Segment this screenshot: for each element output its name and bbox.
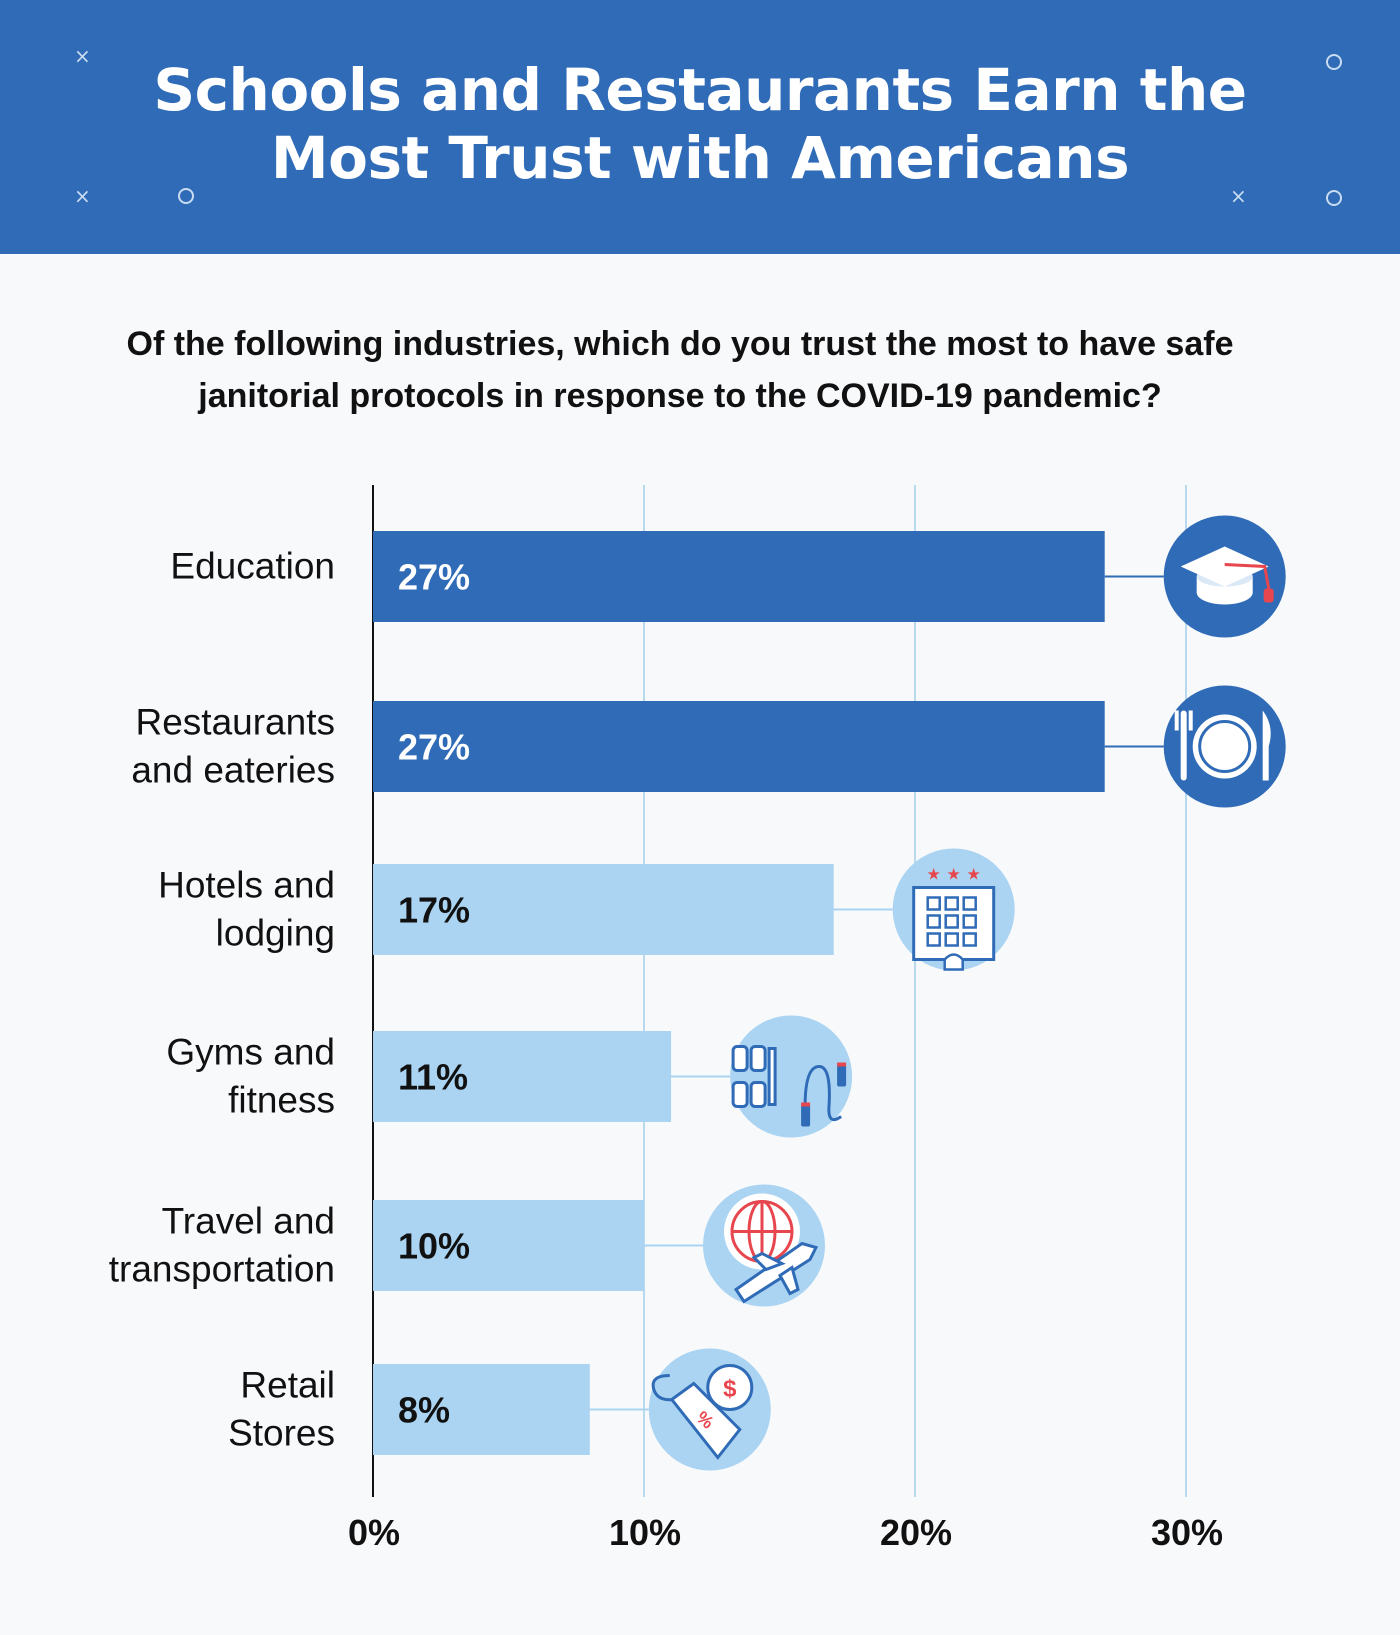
category-label: Hotels and <box>158 865 335 906</box>
decor-cross-icon: × <box>74 44 91 68</box>
x-tick-label: 30% <box>1151 1512 1223 1553</box>
bar-value-label: 27% <box>398 557 470 598</box>
page-title: Schools and Restaurants Earn the Most Tr… <box>153 56 1247 192</box>
bar-value-label: 11% <box>398 1057 468 1098</box>
svg-text:★: ★ <box>967 865 981 884</box>
decor-cross-icon: × <box>1230 184 1247 208</box>
decor-cross-icon: × <box>74 184 91 208</box>
category-label: transportation <box>109 1249 335 1290</box>
decor-circle-icon <box>1326 190 1342 206</box>
category-label: Travel and <box>162 1201 335 1242</box>
x-tick-label: 0% <box>348 1512 400 1553</box>
category-label: Gyms and <box>166 1032 335 1073</box>
x-tick-label: 20% <box>880 1512 952 1553</box>
bar <box>373 531 1105 622</box>
bar <box>373 701 1105 792</box>
bar <box>373 1200 644 1291</box>
category-label: and eateries <box>131 750 335 791</box>
svg-text:★: ★ <box>927 865 941 884</box>
bar <box>373 1364 590 1455</box>
category-label: Retail <box>240 1365 335 1406</box>
header-banner <box>0 0 1400 254</box>
x-tick-label: 10% <box>609 1512 681 1553</box>
plate-and-cutlery-icon <box>1174 710 1271 781</box>
price-tag-icon: %$ <box>651 1364 754 1460</box>
dumbbell-and-jump-rope-icon <box>731 1045 847 1127</box>
category-label: Restaurants <box>136 702 336 743</box>
decor-circle-icon <box>1326 54 1342 70</box>
decor-circle-icon <box>178 188 194 204</box>
bar-value-label: 8% <box>398 1390 450 1431</box>
bar <box>373 1031 672 1122</box>
svg-text:★: ★ <box>947 865 961 884</box>
bar-value-label: 17% <box>398 890 470 931</box>
hotel-building-icon: ★ ★ ★ <box>912 865 996 971</box>
chart-question: Of the following industries, which do yo… <box>126 325 1234 415</box>
category-label: fitness <box>228 1080 335 1121</box>
bar-value-label: 27% <box>398 727 470 768</box>
globe-and-airplane-icon <box>724 1193 819 1304</box>
category-label: Education <box>170 546 335 587</box>
graduation-cap-icon <box>1180 546 1274 605</box>
svg-text:$: $ <box>723 1376 737 1403</box>
bar <box>373 864 834 955</box>
category-label: Stores <box>228 1413 335 1454</box>
bar-value-label: 10% <box>398 1226 470 1267</box>
category-label: lodging <box>216 913 335 954</box>
